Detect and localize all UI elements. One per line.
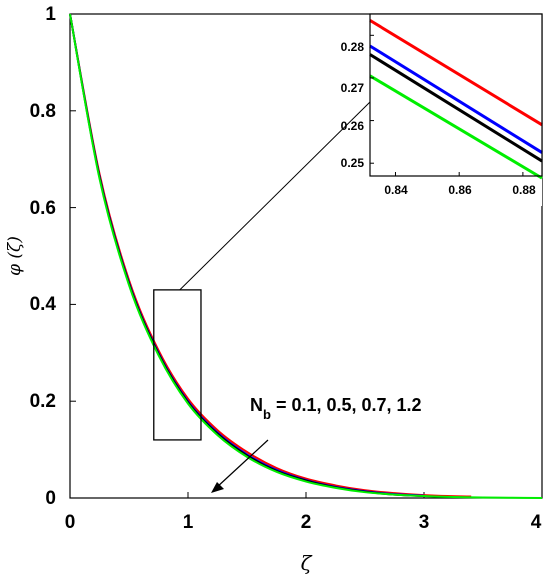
y-axis-label: φ (ζ) [5,236,25,276]
inset-background [370,14,542,206]
inset-series-line-0 [369,19,543,127]
main-series-line-3 [69,13,543,499]
zoom-connector-line [179,101,371,291]
x-tick-label-3: 3 [419,512,430,533]
inset-x-tick-label-0: 0.84 [384,183,408,197]
annotation-arrow-head [211,482,224,493]
inset-series-line-2 [369,53,543,163]
series-annotation: Nb = 0.1, 0.5, 0.7, 1.2 [250,395,422,422]
annotation-arrow-shaft [215,439,269,489]
y-tick-label-1: 0.2 [30,391,56,412]
zoom-box [153,289,202,441]
inset-y-tick-label-3: 0.28 [341,40,365,54]
x-tick-label-4: 4 [531,512,542,533]
y-tick-label-0: 0 [45,488,56,509]
inset-series-line-1 [369,44,543,154]
inset-series-group [369,19,543,180]
inset-plot-frame [369,13,543,177]
inset-tick-marks [370,34,524,176]
x-axis-label: ζ [301,551,313,575]
inset-y-tick-label-0: 0.25 [341,156,365,170]
inset-y-tick-label-2: 0.27 [341,81,365,95]
x-tick-label-0: 0 [65,512,76,533]
x-tick-label-2: 2 [301,512,312,533]
x-tick-label-1: 1 [183,512,194,533]
y-tick-label-5: 1 [45,4,56,25]
main-series-group [69,13,543,499]
inset-series-line-3 [369,74,543,180]
y-tick-label-3: 0.6 [30,198,56,219]
y-tick-label-2: 0.4 [30,294,57,315]
inset-y-tick-label-1: 0.26 [341,119,365,133]
inset-x-tick-label-2: 0.88 [512,183,536,197]
y-tick-label-4: 0.8 [30,101,56,122]
inset-x-tick-label-1: 0.86 [448,183,472,197]
